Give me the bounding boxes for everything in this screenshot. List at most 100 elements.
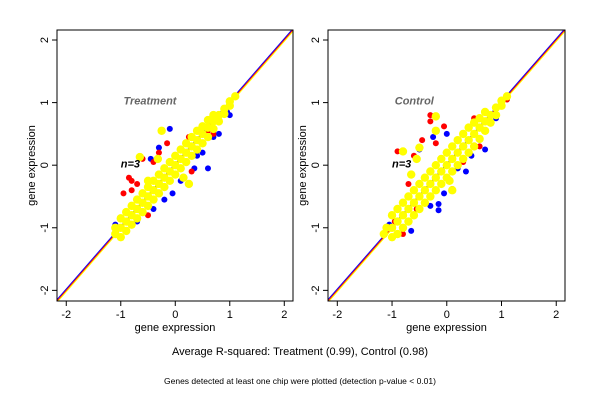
data-point (199, 149, 206, 156)
data-point (132, 214, 142, 223)
data-point (486, 118, 495, 127)
r-squared-summary: Average R-squared: Treatment (0.99), Con… (172, 346, 428, 358)
x-tick-label: 0 (172, 309, 178, 321)
data-point (198, 139, 207, 148)
data-point (155, 149, 162, 156)
data-point (120, 190, 127, 197)
data-point (192, 145, 202, 154)
data-point (181, 157, 191, 167)
data-point (420, 198, 430, 207)
data-point (442, 148, 451, 157)
data-point (445, 176, 454, 186)
panel-control: -2 -1 0 1 2 -2 -1 0 1 2 gene expression gene expres… (297, 29, 566, 334)
data-point (394, 148, 401, 155)
data-point (225, 97, 234, 106)
data-point (398, 147, 408, 156)
data-point (204, 165, 211, 172)
y-tick-label: 1 (310, 100, 322, 106)
y-tick-label: 2 (310, 37, 322, 43)
data-point (203, 132, 213, 142)
data-point (448, 142, 457, 151)
data-point (409, 198, 419, 207)
data-point (427, 118, 434, 125)
plot-area (328, 30, 565, 301)
data-point (437, 179, 446, 189)
data-point (169, 190, 176, 197)
data-point (453, 160, 462, 170)
data-point (143, 201, 153, 211)
data-point (448, 186, 457, 195)
data-point (437, 154, 446, 164)
data-point (164, 140, 171, 147)
panel-title: Control (395, 95, 435, 107)
data-point (399, 231, 406, 238)
panel-title: Treatment (123, 95, 177, 107)
y-axis-label: gene expression (26, 125, 38, 206)
x-axis-label: gene expression (406, 322, 487, 334)
y-axis-label: gene expression (297, 125, 309, 206)
sample-count-label: n=3 (392, 159, 411, 171)
data-point (408, 227, 415, 234)
data-point (431, 126, 441, 135)
panel-treatment: -2 -1 0 1 2 -2 -1 0 1 2 gene expression gene expres… (26, 29, 294, 334)
y-tick-label: 2 (39, 37, 51, 43)
data-point (406, 170, 416, 179)
data-point (171, 170, 180, 179)
data-point (155, 144, 162, 151)
data-point (415, 192, 424, 201)
data-point (475, 134, 484, 144)
data-point (458, 154, 468, 164)
x-tick-label: 1 (498, 309, 504, 321)
data-point (426, 179, 435, 189)
data-point (153, 154, 163, 164)
data-point (482, 146, 489, 153)
x-tick-label: 2 (553, 309, 559, 321)
data-point (160, 182, 169, 192)
plot-area (57, 30, 293, 301)
data-point (138, 207, 147, 217)
data-point (404, 217, 413, 226)
data-point (453, 135, 462, 145)
data-point (122, 226, 131, 236)
data-point (469, 129, 479, 139)
data-point (127, 220, 136, 229)
data-point (415, 143, 424, 152)
data-point (409, 211, 419, 220)
data-point (387, 211, 397, 220)
data-point (464, 123, 473, 132)
data-point (135, 152, 145, 162)
data-point (491, 110, 501, 120)
data-point (387, 223, 397, 232)
data-point (437, 167, 446, 176)
data-point (432, 140, 439, 147)
data-point (145, 212, 152, 219)
data-point (409, 186, 419, 195)
data-point (393, 217, 402, 226)
data-point (469, 142, 479, 151)
data-point (458, 142, 468, 151)
data-point (420, 186, 430, 195)
data-point (431, 160, 441, 170)
data-point (448, 167, 457, 176)
data-point (231, 92, 240, 101)
data-point (420, 173, 430, 182)
y-tick-label: -2 (39, 285, 51, 295)
data-point (143, 176, 153, 186)
y-tick-label: -2 (310, 285, 322, 295)
data-point (154, 189, 164, 198)
data-point (415, 179, 424, 189)
data-point (161, 196, 168, 203)
data-point (125, 174, 132, 181)
data-point (404, 192, 413, 201)
x-tick-label: 1 (227, 309, 233, 321)
data-point (430, 134, 437, 141)
data-point (179, 173, 188, 182)
data-point (426, 167, 435, 176)
data-point (405, 180, 412, 187)
data-point (157, 126, 166, 135)
data-point (398, 198, 408, 207)
data-point (194, 152, 201, 159)
y-tick-label: 0 (310, 162, 322, 168)
data-point (188, 168, 195, 175)
data-point (476, 143, 483, 150)
